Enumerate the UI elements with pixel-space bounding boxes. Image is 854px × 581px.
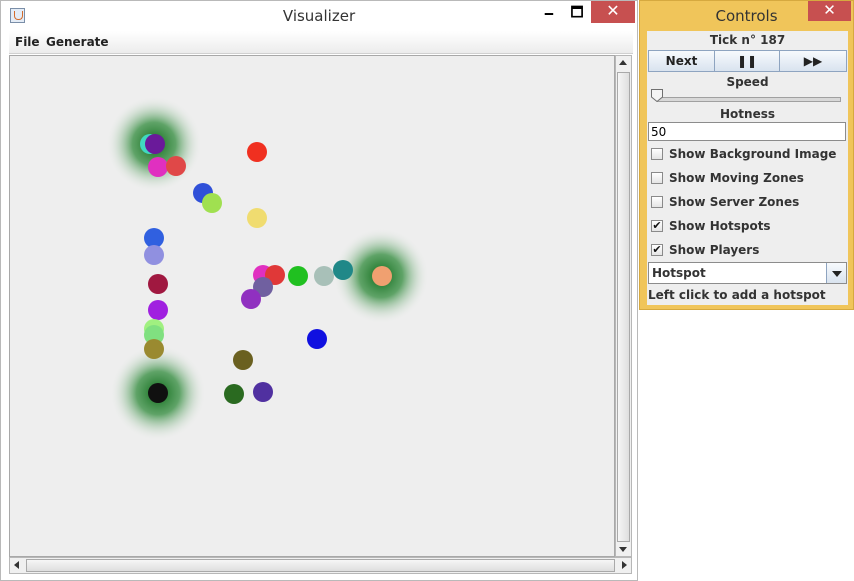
player-dot bbox=[372, 266, 392, 286]
checkbox-label: Show Server Zones bbox=[669, 195, 800, 209]
checkbox-show-background-image[interactable]: Show Background Image bbox=[651, 147, 847, 163]
speed-slider-track[interactable] bbox=[657, 97, 841, 102]
playback-buttons: Next ❚❚ ▶▶ bbox=[648, 50, 847, 72]
player-layer bbox=[140, 134, 392, 404]
speed-slider-thumb[interactable] bbox=[651, 89, 663, 102]
horizontal-scroll-thumb[interactable] bbox=[26, 559, 615, 572]
visualizer-window: Visualizer 🗕 🗖 ✕ File Generate bbox=[0, 0, 638, 581]
speed-label: Speed bbox=[726, 75, 769, 89]
checkbox-show-server-zones[interactable]: Show Server Zones bbox=[651, 195, 847, 211]
player-dot bbox=[333, 260, 353, 280]
checkbox-icon[interactable] bbox=[651, 172, 663, 184]
chevron-down-icon bbox=[832, 271, 842, 277]
java-app-icon bbox=[10, 8, 25, 23]
checkbox-show-hotspots[interactable]: ✔ Show Hotspots bbox=[651, 219, 847, 235]
checkbox-icon[interactable] bbox=[651, 196, 663, 208]
scroll-down-icon[interactable] bbox=[619, 547, 627, 552]
maximize-button[interactable]: 🗖 bbox=[570, 4, 584, 20]
mode-select-dropdown-button[interactable] bbox=[826, 263, 846, 283]
checkbox-label: Show Background Image bbox=[669, 147, 837, 161]
player-dot bbox=[145, 134, 165, 154]
checkbox-show-moving-zones[interactable]: Show Moving Zones bbox=[651, 171, 847, 187]
scroll-left-icon[interactable] bbox=[14, 561, 19, 569]
menu-file[interactable]: File bbox=[15, 35, 40, 49]
player-dot bbox=[144, 339, 164, 359]
vertical-scrollbar[interactable] bbox=[615, 55, 632, 557]
hotness-label: Hotness bbox=[720, 107, 775, 121]
checkbox-label: Show Hotspots bbox=[669, 219, 771, 233]
player-dot bbox=[253, 382, 273, 402]
player-dot bbox=[241, 289, 261, 309]
mode-select-value: Hotspot bbox=[652, 266, 706, 280]
player-dot bbox=[224, 384, 244, 404]
player-dot bbox=[288, 266, 308, 286]
player-dot bbox=[148, 274, 168, 294]
player-dot bbox=[307, 329, 327, 349]
mode-select[interactable]: Hotspot bbox=[648, 262, 847, 284]
player-dot bbox=[144, 325, 164, 345]
player-dot bbox=[144, 228, 164, 248]
visualizer-titlebar[interactable]: Visualizer 🗕 🗖 ✕ bbox=[1, 1, 637, 31]
player-dot bbox=[148, 157, 168, 177]
scroll-right-icon[interactable] bbox=[622, 561, 627, 569]
vertical-scroll-thumb[interactable] bbox=[617, 72, 630, 542]
controls-title: Controls bbox=[715, 7, 778, 25]
player-dot bbox=[233, 350, 253, 370]
status-hint: Left click to add a hotspot bbox=[648, 288, 826, 302]
checkbox-icon[interactable]: ✔ bbox=[651, 244, 663, 256]
controls-panel: Tick n° 187 Next ❚❚ ▶▶ Speed Hotness 50 … bbox=[647, 31, 848, 305]
player-dot bbox=[202, 193, 222, 213]
player-dot bbox=[148, 383, 168, 403]
simulation-canvas[interactable] bbox=[9, 55, 615, 557]
horizontal-scrollbar[interactable] bbox=[9, 557, 632, 574]
fast-forward-button[interactable]: ▶▶ bbox=[779, 50, 847, 72]
player-dot bbox=[148, 300, 168, 320]
tick-label: Tick n° 187 bbox=[709, 33, 786, 47]
menu-generate[interactable]: Generate bbox=[46, 35, 109, 49]
controls-window: Controls ✕ Tick n° 187 Next ❚❚ ▶▶ Speed … bbox=[639, 0, 854, 310]
next-button[interactable]: Next bbox=[648, 50, 715, 72]
menu-bar: File Generate bbox=[9, 31, 633, 54]
player-dot bbox=[166, 156, 186, 176]
checkbox-icon[interactable] bbox=[651, 148, 663, 160]
player-dot bbox=[247, 208, 267, 228]
player-dot bbox=[247, 142, 267, 162]
checkbox-label: Show Players bbox=[669, 243, 760, 257]
checkbox-label: Show Moving Zones bbox=[669, 171, 804, 185]
pause-button[interactable]: ❚❚ bbox=[714, 50, 780, 72]
controls-close-button[interactable]: ✕ bbox=[808, 1, 851, 21]
minimize-button[interactable]: 🗕 bbox=[544, 4, 554, 20]
checkbox-show-players[interactable]: ✔ Show Players bbox=[651, 243, 847, 259]
player-dot bbox=[144, 245, 164, 265]
close-button[interactable]: ✕ bbox=[591, 1, 635, 23]
visualizer-title: Visualizer bbox=[282, 7, 356, 25]
checkbox-icon[interactable]: ✔ bbox=[651, 220, 663, 232]
scroll-up-icon[interactable] bbox=[619, 60, 627, 65]
scene-drawing[interactable] bbox=[10, 56, 614, 556]
hotness-input[interactable]: 50 bbox=[648, 122, 846, 141]
player-dot bbox=[314, 266, 334, 286]
